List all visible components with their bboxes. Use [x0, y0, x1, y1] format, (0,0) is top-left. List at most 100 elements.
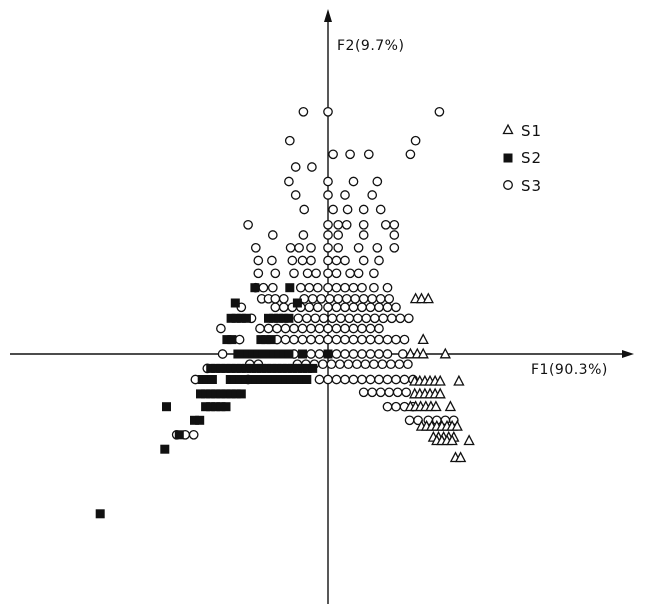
point-s2-42: [262, 363, 272, 373]
point-s3-54: [358, 255, 369, 266]
point-s3-156: [391, 334, 401, 345]
point-s3-64: [353, 268, 364, 279]
point-s3-45: [389, 242, 400, 253]
point-s3-2: [434, 106, 445, 117]
point-s3-68: [267, 282, 278, 293]
point-s2-84: [221, 402, 231, 412]
point-s3-81: [270, 293, 281, 304]
point-s2-90: [95, 509, 105, 519]
point-s3-47: [267, 255, 277, 266]
point-s3-197: [382, 374, 393, 385]
point-s3-14: [372, 176, 383, 187]
point-s3-133: [314, 323, 325, 334]
point-s3-60: [311, 268, 321, 279]
point-s2-36: [231, 363, 241, 373]
point-s3-135: [331, 323, 342, 334]
point-s3-121: [378, 313, 389, 324]
point-s2-72: [201, 389, 211, 399]
point-s2-40: [252, 363, 262, 373]
point-s3-166: [365, 349, 376, 359]
point-s3-137: [348, 323, 359, 334]
point-s3-161: [314, 349, 325, 359]
point-s2-71: [196, 389, 205, 399]
point-s3-175: [318, 359, 328, 370]
point-s3-190: [323, 374, 333, 385]
point-s2-79: [236, 389, 246, 399]
point-s2-41: [257, 363, 267, 373]
point-s3-211: [404, 415, 415, 426]
point-s3-3: [284, 135, 295, 146]
point-s2-85: [162, 402, 171, 412]
point-s3-183: [386, 359, 396, 370]
point-s3-132: [306, 323, 316, 334]
point-s2-83: [216, 402, 226, 412]
point-s3-208: [391, 401, 401, 412]
point-s2-53: [202, 375, 212, 384]
point-s3-30: [389, 219, 400, 230]
point-s2-13: [222, 335, 232, 345]
point-s3-32: [298, 230, 309, 240]
point-s3-20: [328, 204, 338, 215]
point-s1-4: [404, 347, 417, 359]
point-s3-16: [323, 190, 333, 200]
point-s3-139: [365, 323, 376, 334]
point-s3-27: [341, 219, 352, 230]
point-s2-70: [302, 375, 312, 384]
point-s2-39: [247, 363, 256, 373]
point-s3-0: [298, 106, 309, 117]
point-s3-191: [331, 374, 342, 385]
point-s2-75: [216, 389, 226, 399]
point-s3-40: [306, 242, 316, 253]
point-s3-128: [272, 323, 282, 334]
point-s3-75: [348, 282, 359, 293]
point-s3-52: [331, 255, 342, 266]
point-s1-20: [434, 387, 446, 399]
point-s3-11: [284, 176, 294, 187]
legend-circle-marker: [503, 180, 513, 190]
point-s3-176: [326, 359, 337, 370]
point-s2-77: [226, 389, 236, 399]
data-points: [95, 106, 475, 519]
point-s3-37: [250, 242, 261, 253]
point-s3-93: [384, 293, 395, 304]
point-s3-9: [290, 162, 301, 172]
point-s3-149: [331, 334, 342, 345]
point-s3-162: [331, 349, 342, 359]
point-s2-51: [308, 363, 318, 373]
point-s2-69: [297, 375, 307, 384]
point-s3-15: [290, 190, 301, 200]
legend: S1 S2 S3: [502, 122, 541, 195]
point-s2-59: [246, 375, 256, 384]
point-s2-10: [274, 313, 284, 323]
point-s2-26: [274, 349, 284, 359]
point-s2-38: [241, 363, 251, 373]
point-s3-180: [360, 359, 371, 370]
point-s3-21: [342, 204, 353, 215]
point-s3-195: [365, 374, 376, 385]
point-s2-19: [238, 349, 248, 359]
point-s3-91: [367, 293, 378, 304]
legend-item-s1: S1: [502, 122, 541, 140]
point-s3-152: [357, 334, 367, 345]
point-s2-61: [256, 375, 266, 384]
point-s2-54: [207, 375, 217, 384]
point-s3-49: [297, 255, 308, 266]
point-s3-165: [357, 349, 367, 359]
point-s3-73: [331, 282, 342, 293]
point-s3-205: [392, 387, 403, 398]
point-s2-21: [248, 349, 258, 359]
point-s2-80: [201, 402, 211, 412]
point-s3-7: [345, 149, 355, 160]
point-s3-141: [234, 334, 245, 345]
point-s2-88: [174, 430, 184, 440]
point-s3-119: [361, 313, 372, 324]
point-s3-182: [377, 359, 388, 370]
point-s3-17: [340, 190, 350, 200]
point-s3-12: [323, 176, 333, 187]
point-s2-30: [323, 349, 333, 359]
point-s3-115: [327, 313, 338, 324]
point-s2-46: [282, 363, 292, 373]
point-s3-50: [306, 255, 316, 266]
point-s2-44: [272, 363, 282, 373]
point-s2-37: [236, 363, 246, 373]
